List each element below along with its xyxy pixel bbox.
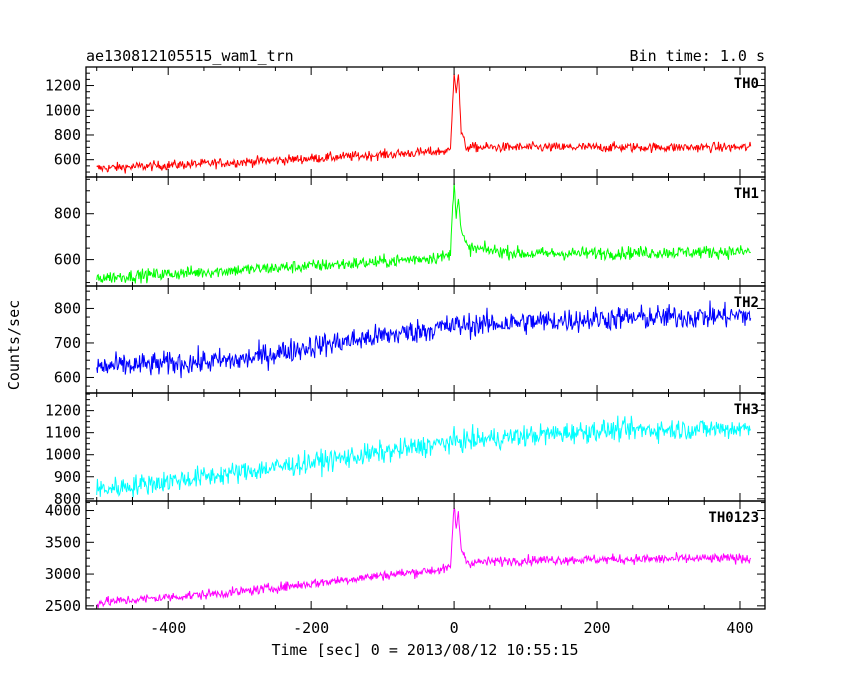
y-tick-label: 600 <box>54 151 81 169</box>
y-tick-label: 600 <box>54 368 81 386</box>
y-tick-label: 1200 <box>45 77 81 95</box>
y-tick-label: 1000 <box>45 101 81 119</box>
panel-label-th1: TH1 <box>734 186 759 202</box>
series-th2-line <box>96 300 752 379</box>
y-tick-label: 800 <box>54 299 81 317</box>
panel-frame-th1 <box>85 176 766 287</box>
y-tick-label: 800 <box>54 490 81 508</box>
y-tick-label: 3000 <box>45 565 81 583</box>
panel-label-th2: TH2 <box>734 295 759 311</box>
y-tick-label: 800 <box>54 205 81 223</box>
y-tick-label: 1200 <box>45 402 81 420</box>
x-tick-label: -200 <box>293 619 329 637</box>
chart-title-left: ae130812105515_wam1_trn <box>86 47 294 65</box>
series-th1-line <box>96 183 751 284</box>
y-tick-label: 4000 <box>45 502 81 520</box>
y-tick-label: 900 <box>54 468 81 486</box>
panel-frame-th2 <box>85 285 766 394</box>
panels-group: 600 800 1000 1200 TH0 600 800 TH1 600 700 800 TH2 80… <box>45 66 766 637</box>
x-axis-label: Time [sec] 0 = 2013/08/12 10:55:15 <box>271 641 578 659</box>
y-axis-label: Counts/sec <box>5 300 23 390</box>
x-tick-label: 400 <box>726 619 753 637</box>
panel-label-th0123: TH0123 <box>708 510 759 526</box>
x-tick-label: 0 <box>450 619 459 637</box>
y-tick-label: 1000 <box>45 446 81 464</box>
x-tick-label: -400 <box>150 619 186 637</box>
y-tick-label: 700 <box>54 334 81 352</box>
panel-frame-th0 <box>85 66 766 178</box>
x-tick-label: 200 <box>583 619 610 637</box>
panel-frame-th0123 <box>85 500 766 610</box>
series-th0123-line <box>96 507 752 610</box>
series-th0-line <box>96 73 752 174</box>
series-th3-line <box>96 415 752 498</box>
panel-label-th0: TH0 <box>734 76 759 92</box>
y-tick-label: 800 <box>54 126 81 144</box>
y-tick-label: 3500 <box>45 533 81 551</box>
y-tick-label: 1100 <box>45 424 81 442</box>
panel-label-th3: TH3 <box>734 402 759 418</box>
chart-title-right: Bin time: 1.0 s <box>630 47 765 65</box>
panel-frame-th3 <box>85 392 766 502</box>
y-tick-label: 600 <box>54 251 81 269</box>
y-tick-label: 2500 <box>45 597 81 615</box>
